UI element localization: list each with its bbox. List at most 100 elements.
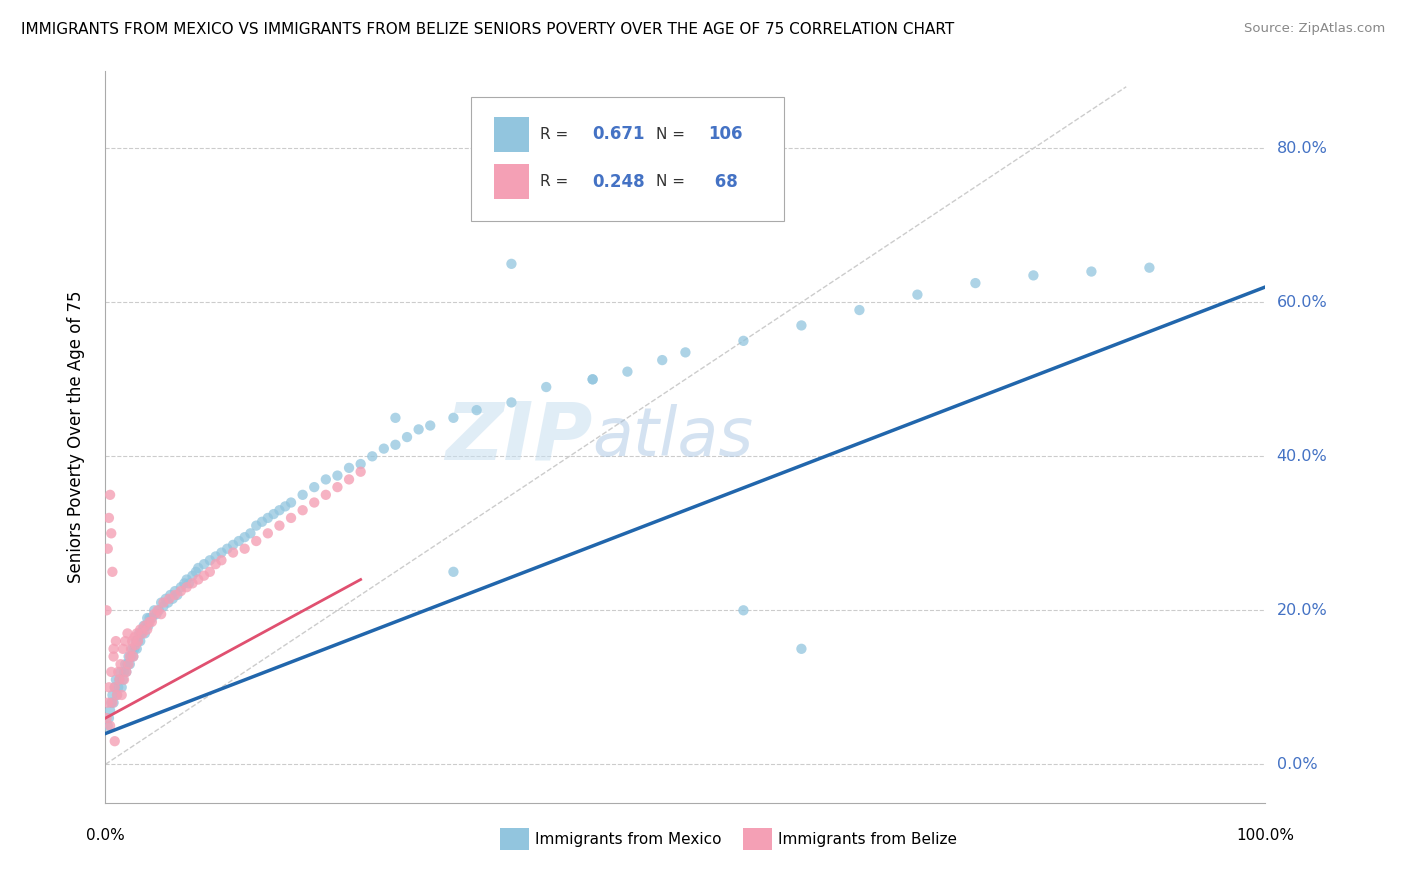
- Point: [157, 591, 180, 606]
- Point: [184, 565, 207, 579]
- Text: ZIP: ZIP: [446, 398, 593, 476]
- Point: [124, 641, 146, 656]
- Point: [146, 603, 169, 617]
- Point: [104, 634, 127, 648]
- Point: [465, 403, 488, 417]
- Point: [222, 538, 245, 552]
- Point: [384, 438, 406, 452]
- Point: [326, 480, 349, 494]
- Point: [155, 591, 177, 606]
- Point: [315, 488, 337, 502]
- Point: [396, 430, 419, 444]
- Text: R =: R =: [540, 174, 574, 189]
- Point: [233, 541, 256, 556]
- Point: [193, 557, 215, 571]
- Point: [107, 665, 129, 679]
- Point: [250, 515, 273, 529]
- Bar: [494, 164, 529, 199]
- Point: [118, 657, 141, 672]
- Point: [120, 649, 142, 664]
- Point: [127, 634, 149, 648]
- Point: [269, 518, 291, 533]
- Point: [150, 607, 173, 622]
- Point: [138, 611, 160, 625]
- Point: [733, 334, 755, 348]
- Text: IMMIGRANTS FROM MEXICO VS IMMIGRANTS FROM BELIZE SENIORS POVERTY OVER THE AGE OF: IMMIGRANTS FROM MEXICO VS IMMIGRANTS FRO…: [21, 22, 955, 37]
- Point: [101, 696, 124, 710]
- Point: [204, 557, 226, 571]
- Point: [257, 511, 280, 525]
- Bar: [501, 829, 529, 850]
- Point: [163, 588, 186, 602]
- Point: [534, 380, 557, 394]
- Point: [181, 568, 204, 582]
- Point: [582, 372, 605, 386]
- Point: [118, 649, 141, 664]
- Point: [790, 641, 813, 656]
- Point: [1022, 268, 1045, 283]
- Point: [211, 545, 233, 559]
- Point: [96, 603, 118, 617]
- Point: [263, 507, 285, 521]
- Point: [790, 318, 813, 333]
- Point: [97, 681, 120, 695]
- Point: [118, 649, 141, 664]
- Point: [141, 611, 163, 625]
- Text: 60.0%: 60.0%: [1277, 295, 1327, 310]
- Point: [121, 634, 143, 648]
- Point: [166, 588, 188, 602]
- Point: [105, 688, 128, 702]
- Point: [145, 607, 167, 622]
- Point: [117, 626, 139, 640]
- Text: 80.0%: 80.0%: [1277, 141, 1327, 156]
- Point: [441, 410, 464, 425]
- Point: [198, 553, 221, 567]
- Point: [96, 711, 118, 725]
- Point: [131, 626, 153, 640]
- Point: [501, 257, 523, 271]
- Point: [104, 681, 127, 695]
- Text: 0.248: 0.248: [593, 173, 645, 191]
- Point: [104, 673, 127, 687]
- Point: [193, 568, 215, 582]
- Point: [159, 588, 181, 602]
- Point: [239, 526, 262, 541]
- Point: [135, 618, 157, 632]
- Point: [965, 276, 987, 290]
- Point: [136, 611, 159, 625]
- Point: [170, 584, 193, 599]
- Point: [97, 696, 120, 710]
- Point: [257, 526, 280, 541]
- Point: [616, 365, 638, 379]
- Point: [143, 607, 166, 622]
- Text: Immigrants from Mexico: Immigrants from Mexico: [534, 832, 721, 847]
- Point: [124, 634, 146, 648]
- Point: [100, 526, 122, 541]
- Point: [98, 719, 121, 733]
- Point: [419, 418, 441, 433]
- Point: [349, 465, 371, 479]
- Point: [217, 541, 239, 556]
- Point: [176, 573, 198, 587]
- Point: [337, 461, 360, 475]
- Point: [127, 634, 149, 648]
- Point: [121, 641, 143, 656]
- Text: 0.671: 0.671: [593, 125, 645, 144]
- Point: [110, 657, 132, 672]
- Point: [101, 565, 124, 579]
- Point: [97, 719, 120, 733]
- Point: [315, 472, 337, 486]
- Text: 20.0%: 20.0%: [1277, 603, 1327, 618]
- Point: [124, 638, 146, 652]
- Point: [111, 641, 134, 656]
- Point: [304, 495, 326, 509]
- Point: [651, 353, 673, 368]
- Point: [104, 734, 127, 748]
- Point: [304, 480, 326, 494]
- Point: [112, 673, 135, 687]
- Point: [108, 673, 131, 687]
- Point: [274, 500, 297, 514]
- Point: [117, 657, 139, 672]
- Point: [100, 665, 122, 679]
- Point: [848, 303, 870, 318]
